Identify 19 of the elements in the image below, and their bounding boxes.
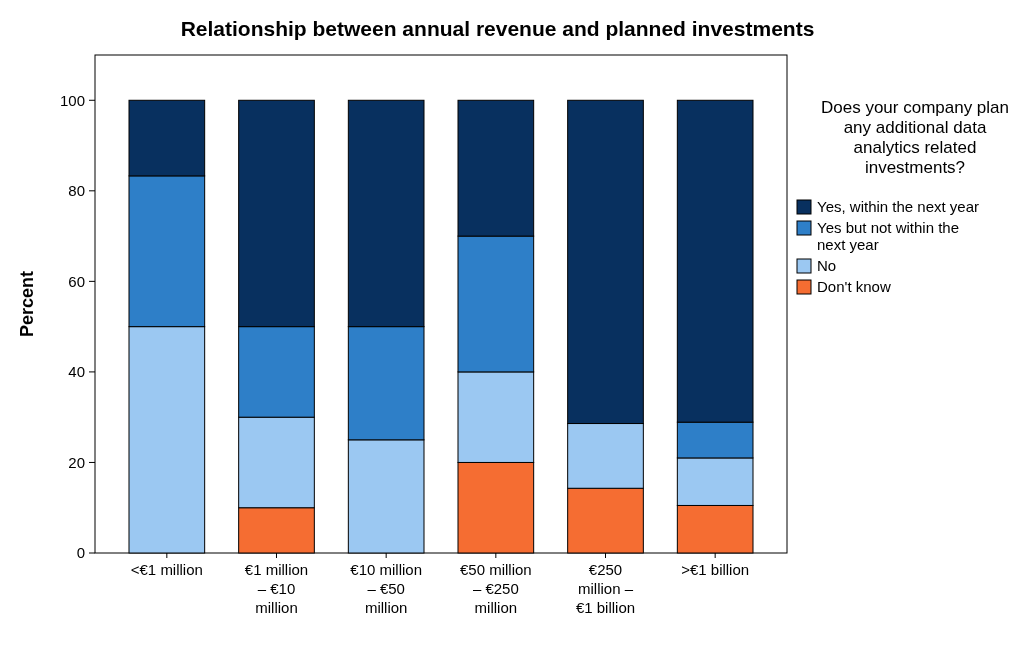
y-tick-label: 0 <box>76 544 85 562</box>
y-tick-label: 60 <box>68 272 85 290</box>
y-tick-label: 20 <box>68 453 85 471</box>
legend-label: Yes but not within the next year <box>817 219 960 253</box>
y-tick-label: 40 <box>68 363 85 381</box>
x-tick-label: €10 million – €50 million <box>350 561 423 616</box>
x-tick-label: €50 million – €250 million <box>459 561 532 616</box>
legend-title: Does your company plan any additional data analytics related investments? <box>820 98 1010 177</box>
y-tick-label: 80 <box>68 182 85 200</box>
y-tick-label: 100 <box>59 91 85 109</box>
x-tick-label: >€1 billion <box>681 561 750 578</box>
x-tick-label: <€1 million <box>130 561 203 578</box>
legend-label: Yes, within the next year <box>817 198 980 215</box>
x-tick-label: €250 million – €1 billion <box>575 561 636 616</box>
legend-label: No <box>817 257 837 274</box>
legend-label: Don't know <box>817 278 891 295</box>
chart-title: Relationship between annual revenue and planned investments <box>180 17 815 40</box>
y-axis-title: Percent <box>17 270 37 338</box>
x-tick-label: €1 million – €10 million <box>244 561 309 616</box>
